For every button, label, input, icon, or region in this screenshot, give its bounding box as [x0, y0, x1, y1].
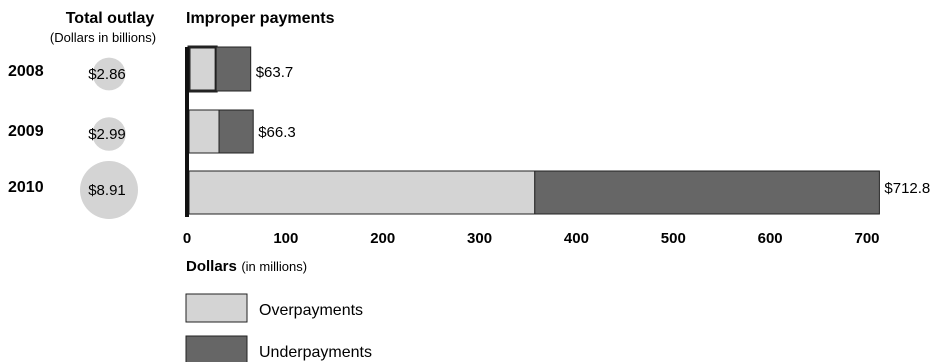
- x-tick-600: 600: [758, 230, 783, 247]
- x-axis-label-unit-text: (in millions): [241, 259, 307, 274]
- outlay-label-2009: $2.99: [88, 126, 126, 143]
- outlay-header: Total outlay: [66, 10, 155, 27]
- bar-underpayments-2009: [218, 109, 254, 154]
- total-label-2009: $66.3: [258, 124, 296, 141]
- x-axis-label-main: Dollars: [186, 258, 237, 275]
- bar-overpayments-2009: [188, 109, 220, 154]
- x-axis-tick-labels: 0 100 200 300 400 500 600 700: [183, 230, 880, 247]
- bar-overpayments-2010: [188, 170, 536, 215]
- year-label-2009: 2009: [8, 123, 44, 140]
- bars: [187, 45, 880, 215]
- legend-label-overpayments: Overpayments: [259, 302, 363, 319]
- outlay-bubbles: $2.86 $2.99 $8.91: [80, 57, 138, 219]
- year-label-2008: 2008: [8, 63, 44, 80]
- x-tick-0: 0: [183, 230, 191, 247]
- outlay-bubble-2010: [80, 161, 138, 219]
- outlay-subheader: (Dollars in billions): [50, 30, 156, 45]
- outlay-label-2010: $8.91: [88, 182, 126, 199]
- legend-swatch-overpayments: [185, 293, 248, 323]
- outlay-bubble-2009: [92, 117, 126, 151]
- total-labels: $63.7 $66.3 $712.8: [256, 64, 931, 197]
- year-labels: 2008 2009 2010: [8, 63, 44, 196]
- total-label-2008: $63.7: [256, 64, 294, 81]
- outlay-label-2008: $2.86: [88, 66, 126, 83]
- x-tick-500: 500: [661, 230, 686, 247]
- bar-overpayments-2008: [187, 45, 218, 93]
- year-label-2010: 2010: [8, 179, 44, 196]
- bar-underpayments-2008: [215, 46, 252, 92]
- x-axis-label: Dollars (in millions): [186, 258, 307, 275]
- x-tick-700: 700: [854, 230, 879, 247]
- y-axis-line: [185, 47, 189, 217]
- legend: Overpayments Underpayments: [185, 293, 372, 362]
- x-tick-200: 200: [370, 230, 395, 247]
- bar-underpayments-2010: [534, 170, 880, 215]
- x-tick-300: 300: [467, 230, 492, 247]
- x-tick-400: 400: [564, 230, 589, 247]
- total-label-2010: $712.8: [884, 180, 930, 197]
- outlay-bubble-2008: [92, 57, 126, 91]
- chart-title: Improper payments: [186, 10, 335, 27]
- x-tick-100: 100: [273, 230, 298, 247]
- legend-label-underpayments: Underpayments: [259, 344, 372, 361]
- legend-swatch-underpayments: [185, 335, 248, 362]
